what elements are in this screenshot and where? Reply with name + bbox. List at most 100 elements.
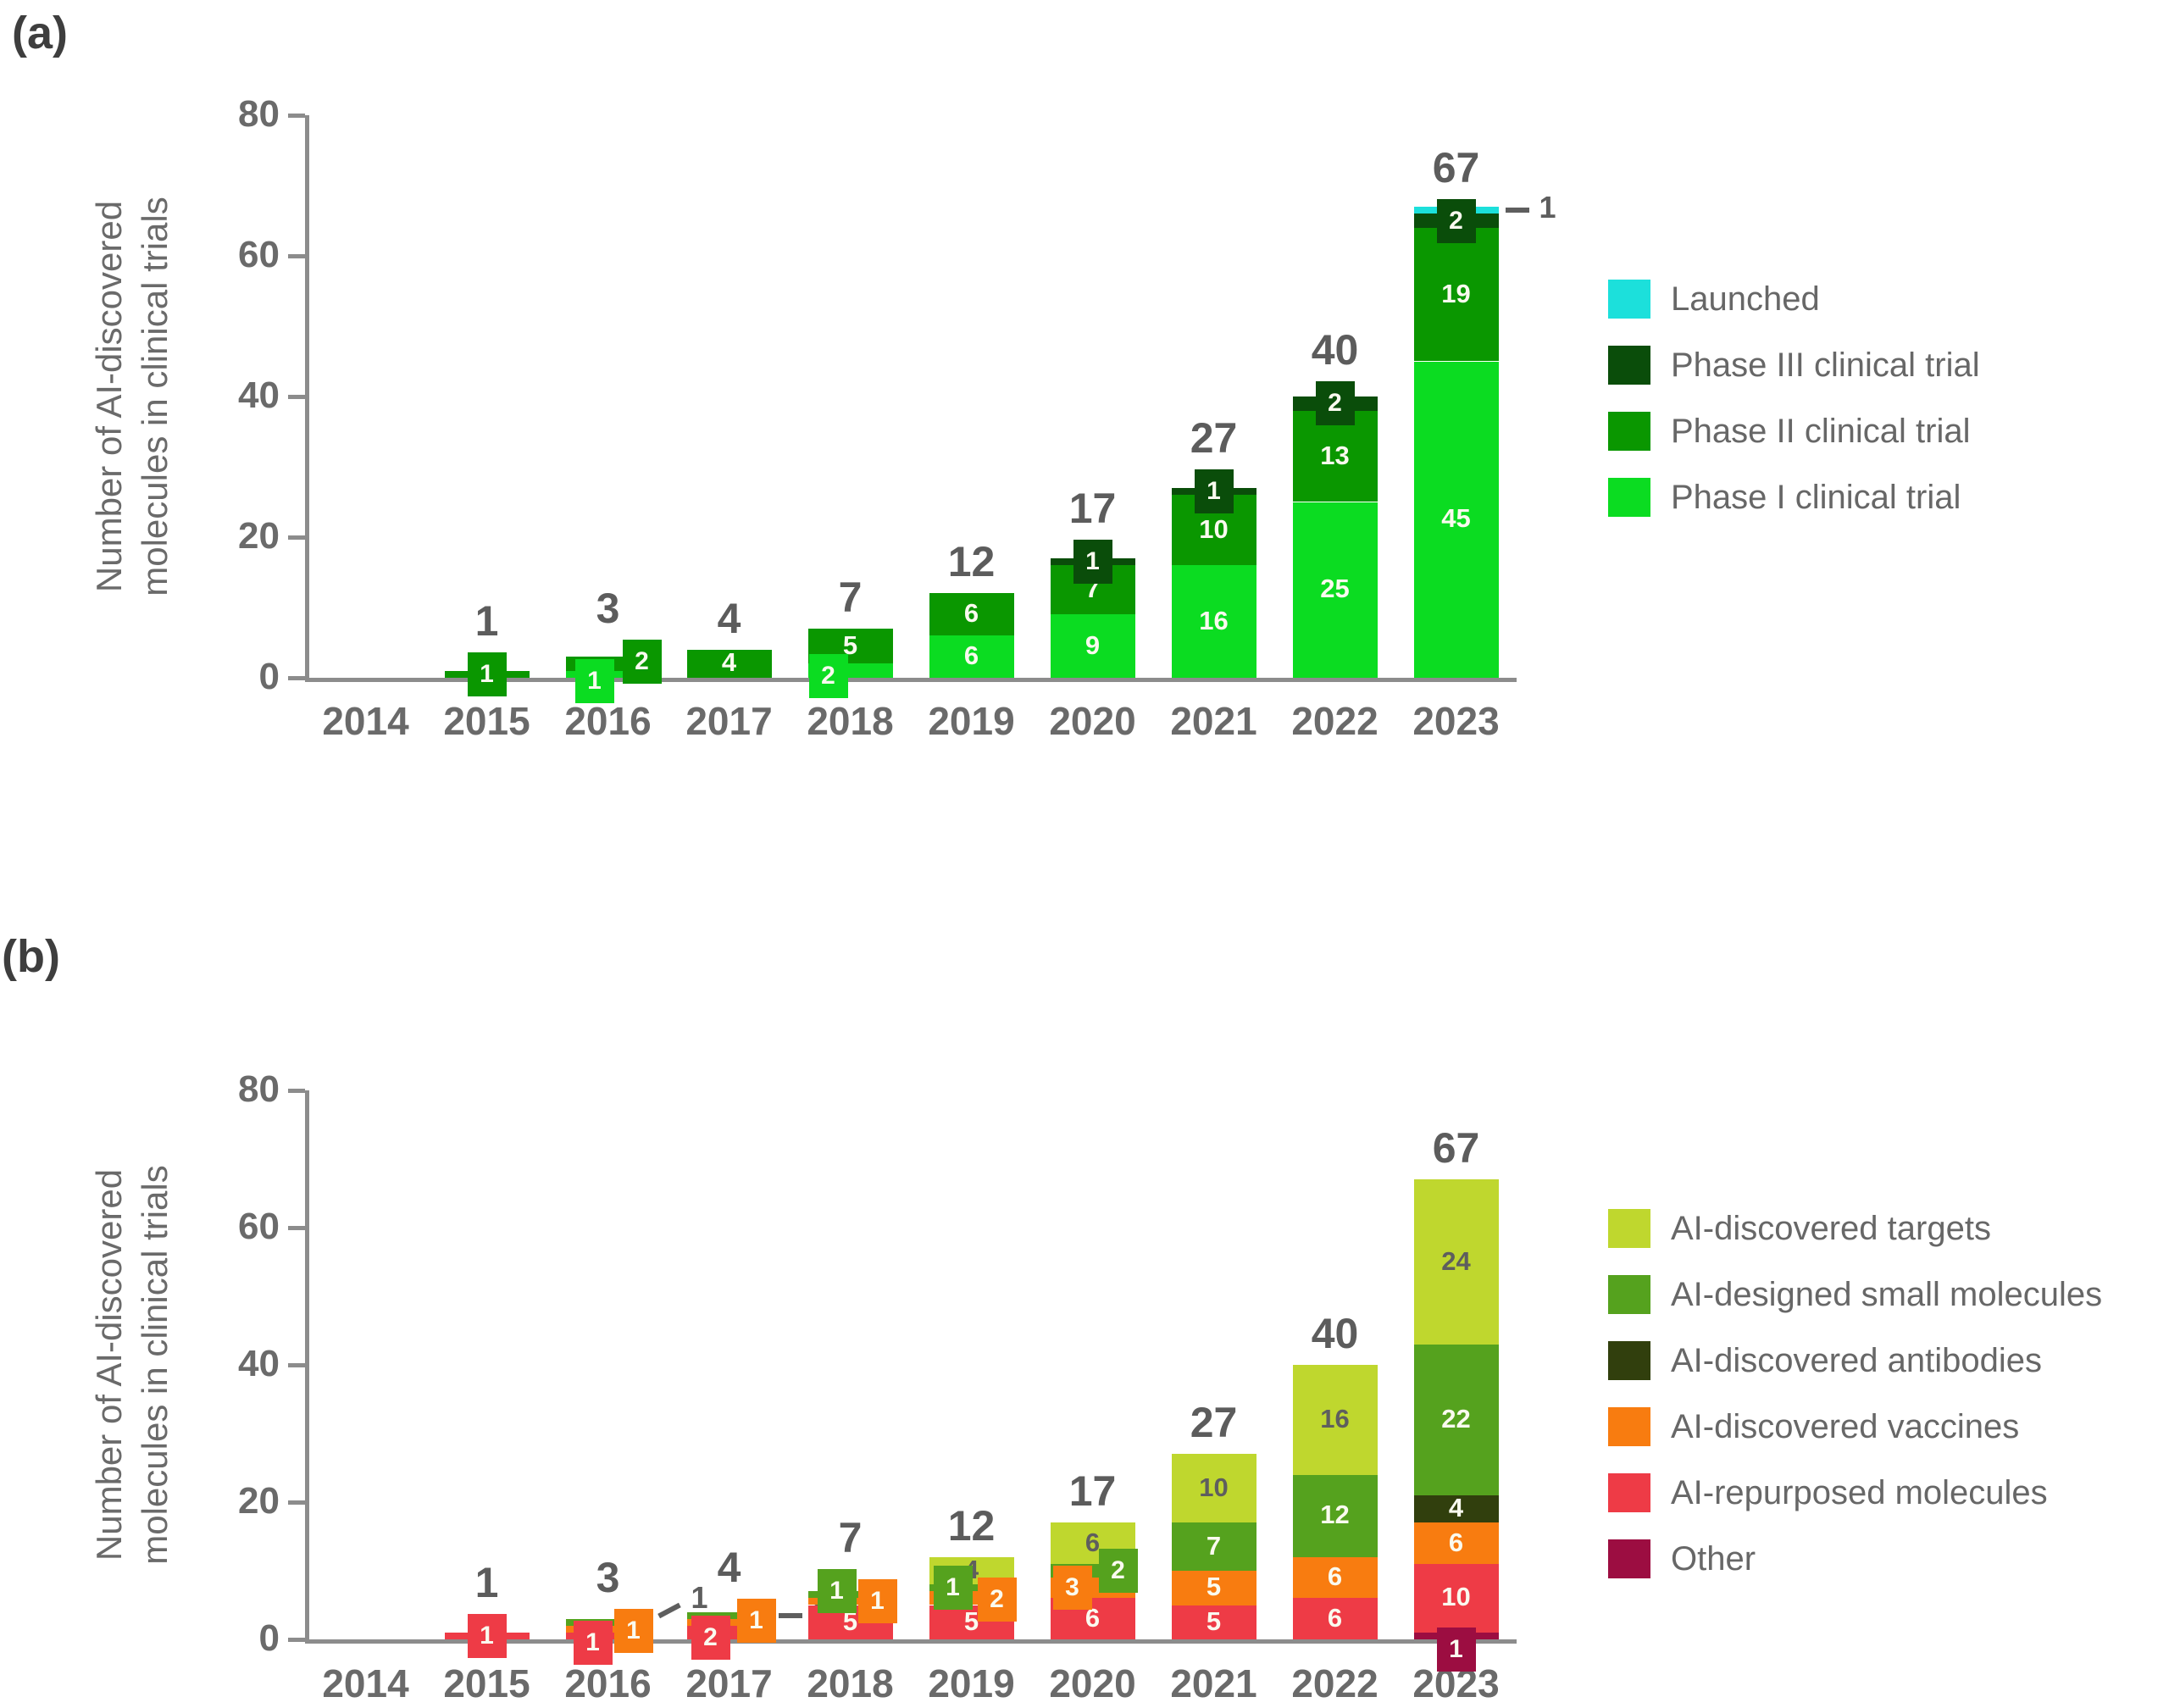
bar-segment-b-2022-repurposed	[1292, 1598, 1378, 1639]
x-tick-label-b-2019: 2019	[928, 1661, 1015, 1705]
x-tick-label-b-2021: 2021	[1170, 1661, 1257, 1705]
total-label-b-2018: 7	[838, 1514, 863, 1562]
total-label-b-2015: 1	[474, 1558, 499, 1606]
y-axis-title-b-line1: Number of AI-discovered	[89, 1168, 129, 1561]
total-label-b-2021: 27	[1190, 1399, 1238, 1447]
segment-label-a-2022-phase1: 25	[1320, 574, 1350, 604]
x-tick-label-a-2015: 2015	[443, 699, 530, 743]
segment-label-a-2022-phase2: 13	[1320, 440, 1350, 470]
leader-line-a-2023-launched	[1505, 208, 1529, 214]
bar-segment-b-2022-vaccines	[1292, 1556, 1378, 1599]
total-label-a-2015: 1	[474, 596, 499, 645]
segment-label-b-2022-targets: 16	[1320, 1403, 1350, 1434]
total-label-a-2018: 7	[838, 573, 863, 621]
bar-segment-a-2021-phase1	[1171, 565, 1256, 678]
y-tick-a-20	[288, 535, 305, 540]
y-tick-label-b-60: 60	[238, 1206, 280, 1247]
segment-label-box-a-2021-phase3: 1	[1194, 469, 1234, 514]
bar-segment-a-2023-phase1	[1413, 361, 1499, 678]
segment-label-b-2023-small_molecules: 22	[1441, 1403, 1471, 1434]
legend-label-launched: Launched	[1671, 280, 1820, 318]
segment-label-box-a-2023-phase3: 2	[1436, 198, 1476, 243]
total-label-a-2023: 67	[1432, 143, 1480, 191]
segment-label-a-2020-phase1: 9	[1084, 629, 1101, 660]
bar-segment-b-2023-small_molecules	[1413, 1344, 1499, 1495]
bar-segment-a-2023-phase2	[1413, 227, 1499, 362]
x-tick-label-a-2019: 2019	[928, 699, 1015, 743]
leader-label-a-2023-launched: 1	[1539, 190, 1556, 225]
total-label-b-2017: 4	[717, 1543, 741, 1591]
segment-label-b-2021-targets: 10	[1199, 1472, 1229, 1502]
x-tick-label-a-2018: 2018	[807, 699, 894, 743]
segment-label-box-b-2017-repurposed: 2	[691, 1615, 730, 1660]
x-tick-label-a-2021: 2021	[1170, 699, 1257, 743]
y-tick-label-a-0: 0	[258, 656, 280, 697]
total-label-a-2017: 4	[717, 594, 741, 642]
y-tick-a-0	[288, 676, 305, 680]
segment-label-a-2021-phase1: 16	[1199, 605, 1229, 635]
y-tick-label-a-60: 60	[238, 234, 280, 275]
legend-swatch-phase1	[1608, 478, 1650, 517]
x-tick-label-a-2017: 2017	[685, 699, 773, 743]
total-label-b-2022: 40	[1311, 1310, 1359, 1357]
panel-b-letter: (b)	[2, 931, 60, 982]
legend-swatch-phase2	[1608, 412, 1650, 451]
x-tick-label-b-2016: 2016	[564, 1661, 652, 1705]
legend-label-phase3: Phase III clinical trial	[1671, 347, 1980, 384]
leader-line-b-2017-small_molecules	[778, 1612, 802, 1618]
bar-segment-b-2021-repurposed	[1171, 1605, 1256, 1639]
segment-label-a-2023-phase1: 45	[1441, 503, 1471, 534]
segment-label-box-b-2023-other: 1	[1436, 1627, 1476, 1672]
bar-segment-a-2022-phase1	[1292, 502, 1378, 678]
segment-label-a-2019-phase1: 6	[963, 640, 979, 671]
bar-segment-b-2023-repurposed	[1413, 1563, 1499, 1633]
legend-swatch-phase3	[1608, 346, 1650, 385]
total-label-a-2019: 12	[947, 538, 996, 586]
segment-label-box-b-2015-repurposed: 1	[467, 1613, 507, 1658]
y-tick-label-b-40: 40	[238, 1343, 280, 1384]
legend-swatch-repurposed	[1608, 1473, 1650, 1512]
bar-segment-a-2019-phase2	[929, 593, 1014, 636]
x-axis-line-a	[305, 678, 1517, 682]
total-label-b-2023: 67	[1432, 1124, 1480, 1173]
segment-label-b-2020-repurposed: 6	[1084, 1602, 1101, 1633]
legend-label-small_molecules: AI-designed small molecules	[1671, 1276, 2103, 1313]
bar-segment-b-2023-vaccines	[1413, 1522, 1499, 1564]
segment-label-box-b-2020-vaccines: 3	[1052, 1566, 1092, 1611]
y-tick-label-b-80: 80	[238, 1068, 280, 1110]
bar-segment-b-2021-targets	[1171, 1454, 1256, 1523]
x-tick-label-b-2017: 2017	[685, 1661, 773, 1705]
leader-label-b-2016-small_molecules: 1	[691, 1579, 708, 1615]
segment-label-b-2022-repurposed: 6	[1327, 1602, 1343, 1633]
legend-swatch-small_molecules	[1608, 1275, 1650, 1314]
y-tick-b-60	[288, 1226, 305, 1230]
y-tick-b-20	[288, 1500, 305, 1505]
x-tick-label-a-2014: 2014	[322, 699, 409, 743]
segment-label-b-2023-repurposed: 10	[1441, 1582, 1471, 1612]
legend-label-other: Other	[1671, 1540, 1756, 1578]
bar-segment-b-2021-small_molecules	[1171, 1522, 1256, 1571]
segment-label-box-a-2016-phase2: 2	[622, 640, 662, 685]
segment-label-b-2023-antibodies: 4	[1448, 1493, 1464, 1523]
legend-label-phase1: Phase I clinical trial	[1671, 479, 1961, 516]
segment-label-box-b-2017-vaccines: 1	[736, 1598, 776, 1643]
segment-label-box-a-2018-phase1: 2	[808, 653, 848, 698]
segment-label-a-2018-phase2: 5	[842, 629, 858, 660]
x-tick-label-b-2022: 2022	[1291, 1661, 1379, 1705]
segment-label-box-b-2016-repurposed: 1	[573, 1620, 613, 1665]
legend-swatch-launched	[1608, 280, 1650, 319]
segment-label-box-b-2019-small_molecules: 1	[933, 1566, 973, 1611]
bar-segment-a-2019-phase1	[929, 635, 1014, 678]
x-tick-label-b-2018: 2018	[807, 1661, 894, 1705]
y-axis-title-b: Number of AI-discovered molecules in cli…	[86, 1077, 181, 1653]
y-tick-b-80	[288, 1089, 305, 1093]
segment-label-b-2022-small_molecules: 12	[1320, 1500, 1350, 1530]
legend-label-repurposed: AI-repurposed molecules	[1671, 1474, 2048, 1511]
y-axis-title-a: Number of AI-discovered molecules in cli…	[86, 108, 181, 685]
segment-label-b-2021-small_molecules: 7	[1206, 1530, 1222, 1561]
bar-segment-b-2023-targets	[1413, 1179, 1499, 1345]
y-tick-label-b-0: 0	[258, 1617, 280, 1659]
segment-label-b-2020-targets: 6	[1084, 1527, 1101, 1557]
segment-label-b-2022-vaccines: 6	[1327, 1561, 1343, 1592]
